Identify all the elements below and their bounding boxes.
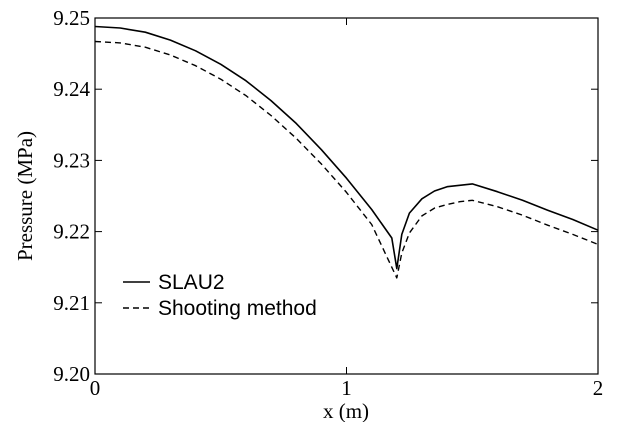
x-tick-label: 2 xyxy=(593,376,604,400)
legend: SLAU2 Shooting method xyxy=(123,271,317,320)
y-axis-title: Pressure (MPa) xyxy=(13,131,37,261)
series-layer xyxy=(94,25,599,279)
legend-label-slau2: SLAU2 xyxy=(158,271,225,294)
series-line-shooting-method xyxy=(94,40,599,279)
y-tick-label: 9.25 xyxy=(53,6,90,30)
x-tick-label: 0 xyxy=(90,376,101,400)
plot-area-frame xyxy=(94,17,599,375)
legend-label-shooting-method: Shooting method xyxy=(158,297,317,320)
y-tick-label: 9.22 xyxy=(53,220,90,244)
y-tick-label: 9.21 xyxy=(53,291,90,315)
axis-ticks: 9.20 9.21 9.22 9.23 9.24 9.25 0 1 2 xyxy=(53,6,603,400)
x-axis-title: x (m) xyxy=(323,399,369,422)
series-line-slau2 xyxy=(94,25,599,270)
y-tick-label: 9.20 xyxy=(53,362,90,386)
y-tick-label: 9.23 xyxy=(53,148,90,172)
x-tick-label: 1 xyxy=(341,376,352,400)
y-tick-label: 9.24 xyxy=(53,77,90,101)
